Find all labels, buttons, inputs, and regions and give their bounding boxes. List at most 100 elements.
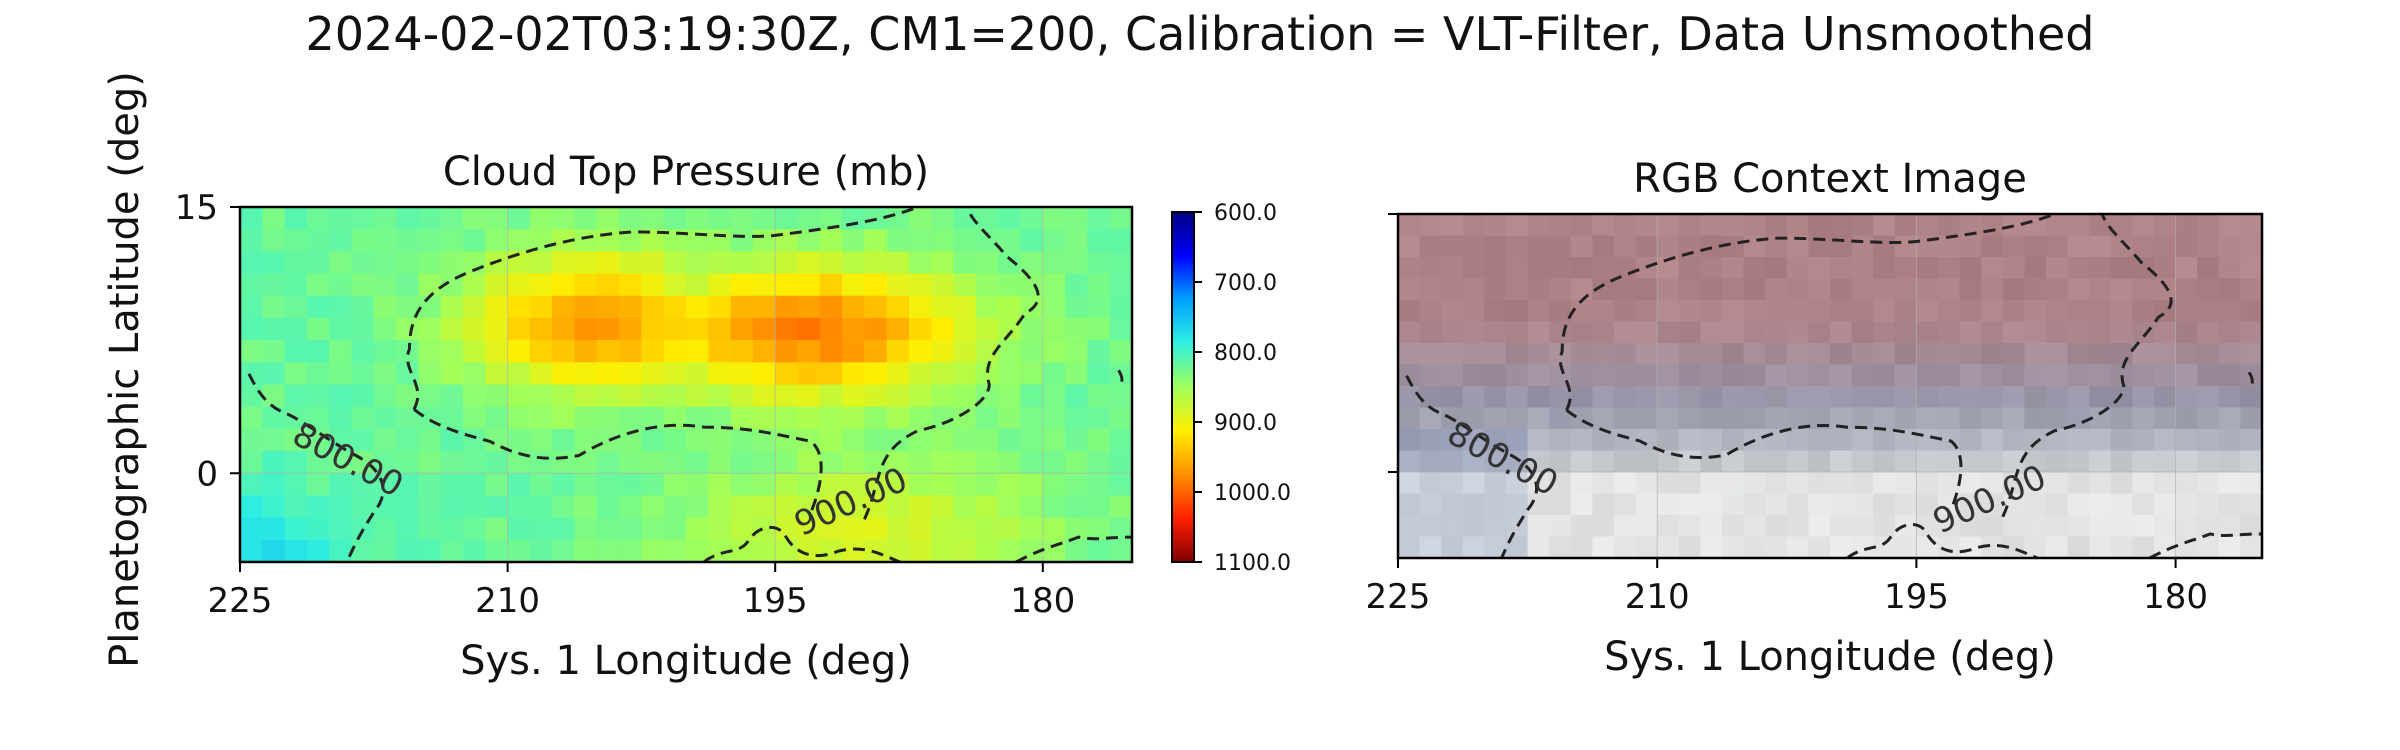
heatmap-cell (686, 340, 709, 363)
panel-title: Cloud Top Pressure (mb) (443, 149, 929, 195)
heatmap-cell (1765, 536, 1788, 559)
heatmap-cell (1959, 364, 1982, 387)
x-tick-label: 210 (1625, 577, 1690, 617)
heatmap-cell (886, 251, 910, 275)
heatmap-cell (1592, 536, 1615, 559)
heatmap-cell (1527, 235, 1550, 258)
heatmap-cell (842, 340, 865, 363)
heatmap-cell (2002, 321, 2025, 344)
heatmap-cell (1020, 495, 1044, 519)
heatmap-cell (1938, 536, 1961, 559)
heatmap-cell (574, 495, 598, 519)
heatmap-cell (2218, 214, 2241, 237)
heatmap-cell (306, 384, 330, 408)
heatmap-cell (1873, 493, 1896, 516)
heatmap-cell (1506, 386, 1529, 409)
heatmap-cell (2024, 321, 2047, 344)
heatmap-cell (351, 229, 375, 252)
contour-line (414, 409, 821, 512)
heatmap-cell (1873, 235, 1896, 258)
heatmap-cell (886, 451, 910, 474)
heatmap-cell (1087, 517, 1111, 541)
heatmap-cell (440, 451, 464, 474)
heatmap-cell (306, 317, 330, 341)
heatmap-cell (485, 451, 509, 474)
heatmap-cell (708, 207, 732, 230)
x-tick-label: 180 (2143, 577, 2208, 617)
heatmap-cell (507, 517, 531, 541)
heatmap-cell (775, 362, 799, 386)
heatmap-cell (842, 207, 865, 230)
heatmap-cell (1549, 450, 1572, 473)
heatmap-cell (663, 495, 687, 519)
heatmap-cell (2218, 493, 2241, 516)
heatmap-cell (552, 273, 576, 297)
heatmap-cell (842, 384, 865, 408)
heatmap-cell (886, 362, 910, 386)
heatmap-cell (2110, 536, 2133, 559)
heatmap-cell (1722, 257, 1745, 280)
heatmap-cell (1570, 386, 1593, 409)
heatmap-cell (2046, 257, 2069, 280)
heatmap-cell (953, 451, 977, 474)
heatmap-cell (752, 517, 776, 541)
heatmap-cell (240, 495, 263, 519)
heatmap-cell (1678, 429, 1701, 452)
heatmap-cell (641, 539, 665, 563)
heatmap-cell (1065, 517, 1088, 541)
heatmap-cell (1549, 536, 1572, 559)
heatmap-cell (463, 384, 486, 408)
heatmap-cell (1484, 343, 1507, 366)
heatmap-cell (552, 451, 576, 474)
heatmap-cell (819, 473, 843, 497)
heatmap-cell (2089, 235, 2112, 258)
heatmap-cell (2175, 515, 2198, 538)
heatmap-cell (1484, 321, 1507, 344)
heatmap-cell (1657, 214, 1680, 237)
heatmap-cell (1786, 536, 1809, 559)
contour-line (2249, 372, 2252, 386)
heatmap-cell (284, 428, 308, 452)
heatmap-cell (842, 495, 865, 519)
heatmap-cell (240, 517, 263, 541)
heatmap-cell (797, 362, 821, 386)
heatmap-cell (2089, 450, 2112, 473)
heatmap-cell (2046, 386, 2069, 409)
heatmap-cell (1592, 515, 1615, 538)
heatmap-cell (1441, 536, 1464, 559)
heatmap-cell (819, 317, 843, 341)
heatmap-cell (2089, 493, 2112, 516)
heatmap-cell (708, 451, 732, 474)
heatmap-cell (1981, 515, 2004, 538)
heatmap-cell (953, 229, 977, 252)
heatmap-cell (1657, 536, 1680, 559)
heatmap-cell (485, 295, 509, 319)
heatmap-cell (953, 428, 977, 452)
heatmap-cell (886, 428, 910, 452)
heatmap-cell (373, 428, 397, 452)
heatmap-cell (1042, 406, 1066, 430)
heatmap-cell (708, 229, 732, 252)
heatmap-cell (1700, 386, 1723, 409)
heatmap-cell (1506, 364, 1529, 387)
heatmap-cell (797, 539, 821, 563)
heatmap-cell (1765, 429, 1788, 452)
heatmap-cell (1938, 235, 1961, 258)
heatmap-cell (396, 517, 419, 541)
heatmap-cell (574, 384, 598, 408)
heatmap-cell (953, 251, 977, 275)
x-tick-label: 225 (208, 581, 273, 621)
heatmap-cell (552, 340, 576, 363)
heatmap-cell (1808, 300, 1831, 323)
heatmap-cell (529, 362, 553, 386)
heatmap-cell (2046, 214, 2069, 237)
heatmap-cell (1765, 321, 1788, 344)
heatmap-cell (1657, 257, 1680, 280)
heatmap-cell (1549, 472, 1572, 495)
heatmap-cell (1398, 235, 1421, 258)
heatmap-cell (373, 340, 397, 363)
heatmap-cell (1506, 321, 1529, 344)
heatmap-cell (507, 473, 531, 497)
heatmap-cell (1743, 321, 1766, 344)
heatmap-cell (351, 251, 375, 275)
